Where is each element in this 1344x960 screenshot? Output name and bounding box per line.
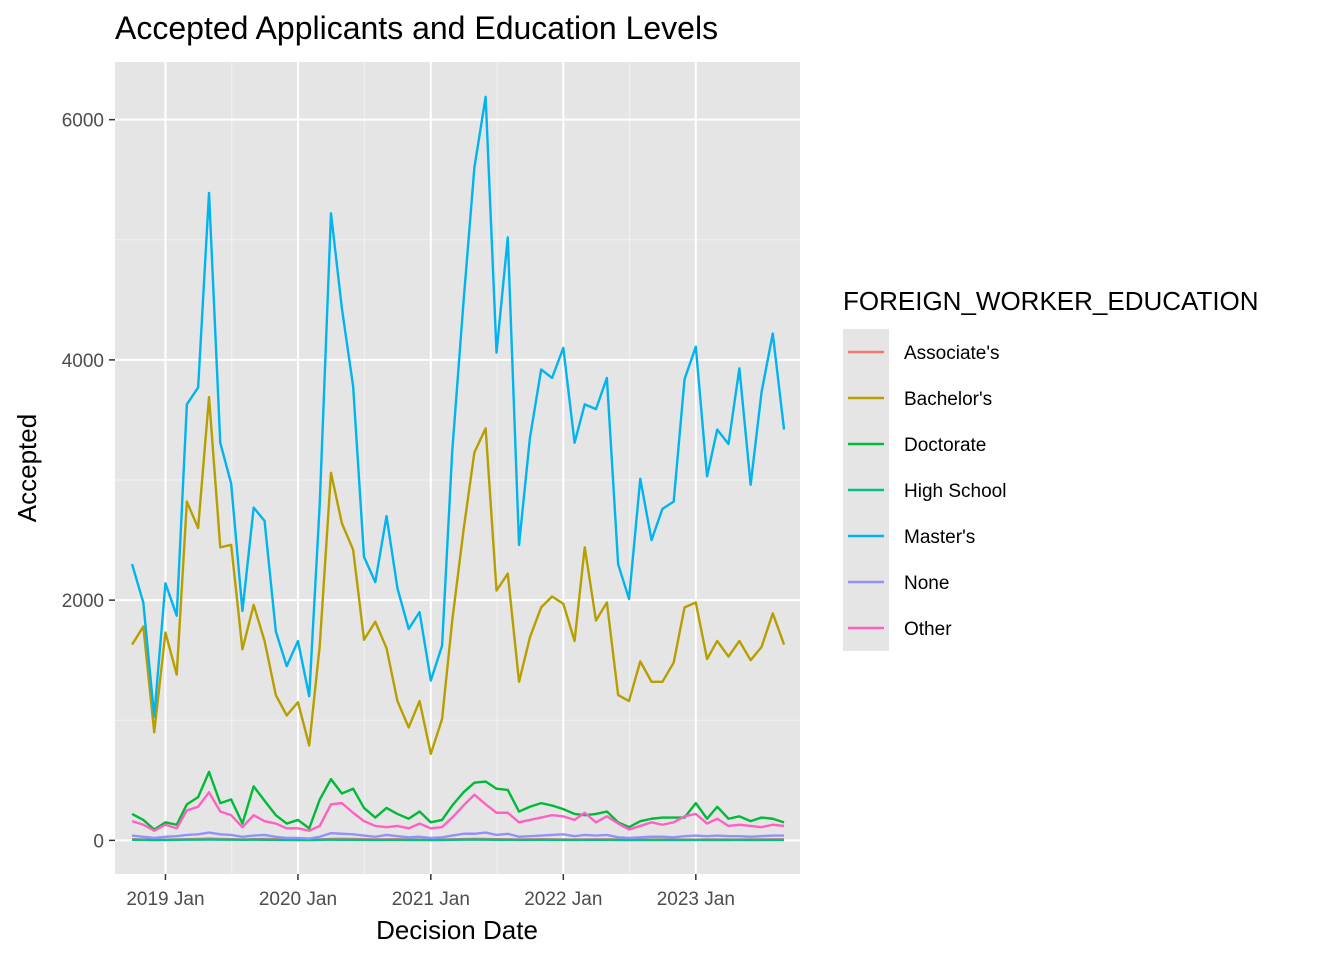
y-tick-label: 2000 xyxy=(62,591,104,612)
x-tick-label: 2022 Jan xyxy=(524,889,602,910)
plot-background xyxy=(115,62,800,874)
y-tick-label: 4000 xyxy=(62,351,104,372)
y-axis: 0 2000 4000 6000 xyxy=(62,111,115,852)
y-tick-label: 0 xyxy=(93,831,104,852)
x-axis: 2019 Jan 2020 Jan 2021 Jan 2022 Jan 2023 Jan xyxy=(126,874,735,910)
legend-label: Master's xyxy=(904,527,975,548)
series-line-master-s xyxy=(130,95,786,718)
y-axis-title: Accepted xyxy=(12,414,42,522)
legend-label: High School xyxy=(904,481,1006,502)
x-tick-label: 2021 Jan xyxy=(392,889,470,910)
series-line-other xyxy=(131,791,785,832)
series-line-doctorate xyxy=(131,770,785,831)
plot-panel xyxy=(115,62,800,874)
x-tick-label: 2019 Jan xyxy=(126,889,204,910)
x-tick-label: 2023 Jan xyxy=(657,889,735,910)
legend-items: Associate's Bachelor's Doctorate High Schoo… xyxy=(843,329,1006,651)
chart-title: Accepted Applicants and Education Levels xyxy=(115,10,718,46)
legend-label: None xyxy=(904,573,949,594)
y-tick-label: 6000 xyxy=(62,111,104,132)
grid-major xyxy=(115,62,800,874)
x-tick-label: 2020 Jan xyxy=(259,889,337,910)
legend-label: Doctorate xyxy=(904,435,986,456)
series-line-bachelor-s xyxy=(131,395,786,756)
legend-label: Bachelor's xyxy=(904,389,992,410)
series-line-none xyxy=(131,831,785,840)
legend-title: FOREIGN_WORKER_EDUCATION xyxy=(843,286,1259,316)
legend: FOREIGN_WORKER_EDUCATION Associate's Bach… xyxy=(843,286,1259,651)
legend-label: Associate's xyxy=(904,343,1000,364)
legend-label: Other xyxy=(904,619,952,640)
x-axis-title: Decision Date xyxy=(376,915,538,945)
series-lines xyxy=(130,95,786,842)
